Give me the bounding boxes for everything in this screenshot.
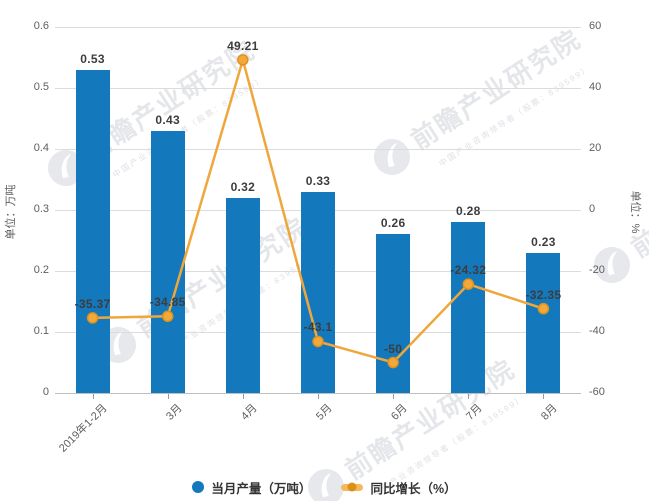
line-series-marker-dot xyxy=(347,482,357,492)
left-axis-tick-label: 0 xyxy=(42,386,49,398)
x-axis-tick xyxy=(468,394,470,399)
line-value-label: -32.35 xyxy=(525,287,562,302)
x-axis-tick xyxy=(92,394,94,399)
line-value-label: -35.37 xyxy=(74,296,111,311)
gridline xyxy=(55,392,581,394)
line-value-label: -24.32 xyxy=(450,263,487,278)
bar-value-label: 0.28 xyxy=(456,204,481,219)
legend-item-monthly-production[interactable]: 当月产量（万吨） xyxy=(192,478,311,497)
right-axis-tick-label: -60 xyxy=(589,386,605,398)
gridline xyxy=(55,87,581,89)
watermark-subtitle: 中国产业咨询领导者（股票：839599） xyxy=(437,63,593,169)
bar-value-label: 0.23 xyxy=(531,234,556,249)
bar-2019年1-2月 xyxy=(75,69,110,393)
x-axis-tick xyxy=(242,394,244,399)
bar-7月 xyxy=(451,222,486,393)
right-axis-tick-label: -40 xyxy=(589,325,605,337)
line-series-marker-icon xyxy=(341,482,364,492)
watermark-title: 前瞻产业研究院中国产业咨询领导者（股票：839599） xyxy=(404,21,593,169)
right-axis-tick-label: 20 xyxy=(589,142,602,154)
bar-6月 xyxy=(376,234,411,393)
gridline xyxy=(55,26,581,28)
left-axis-tick-label: 0.5 xyxy=(33,81,49,93)
bar-4月 xyxy=(225,197,260,393)
left-axis-tick-label: 0.1 xyxy=(33,325,49,337)
growth-point-4月 xyxy=(237,54,249,66)
left-axis-tick-label: 0.2 xyxy=(33,264,49,276)
x-axis-tick xyxy=(393,394,395,399)
bar-value-label: 0.53 xyxy=(80,51,105,66)
line-value-label: -50 xyxy=(384,341,403,356)
bar-value-label: 0.33 xyxy=(305,173,331,188)
right-axis-tick-label: -20 xyxy=(589,264,605,276)
bar-value-label: 0.26 xyxy=(380,216,406,231)
legend-label-yoy-growth: 同比增长（%） xyxy=(370,481,457,496)
legend-label-monthly-production: 当月产量（万吨） xyxy=(211,481,312,496)
right-axis-tick-label: 60 xyxy=(589,20,602,32)
legend-item-yoy-growth[interactable]: 同比增长（%） xyxy=(341,478,457,497)
line-value-label: -34.85 xyxy=(149,295,186,310)
line-value-label: 49.21 xyxy=(227,38,259,53)
bar-value-label: 0.43 xyxy=(155,112,180,127)
x-axis-tick xyxy=(543,394,545,399)
bar-value-label: 0.32 xyxy=(230,179,256,194)
bar-series-marker-icon xyxy=(192,481,205,493)
left-axis-tick-label: 0.6 xyxy=(33,20,49,32)
right-axis-tick-label: 0 xyxy=(589,203,596,215)
watermark-logo-icon xyxy=(374,139,410,175)
bar-5月 xyxy=(301,191,335,393)
bar-8月 xyxy=(526,252,561,393)
bar-3月 xyxy=(150,130,185,393)
gridline xyxy=(55,148,581,150)
left-axis-tick-label: 0.3 xyxy=(33,203,49,215)
x-axis-tick xyxy=(318,394,319,399)
x-axis-tick xyxy=(167,394,169,399)
legend: 当月产量（万吨） 同比增长（%） xyxy=(0,478,649,496)
left-axis-tick-label: 0.4 xyxy=(33,142,49,154)
line-value-label: -43.1 xyxy=(303,320,333,335)
right-axis-tick-label: 40 xyxy=(589,81,602,93)
watermark-subtitle: 中国产业咨询领导者（股票：839599） xyxy=(111,74,267,180)
